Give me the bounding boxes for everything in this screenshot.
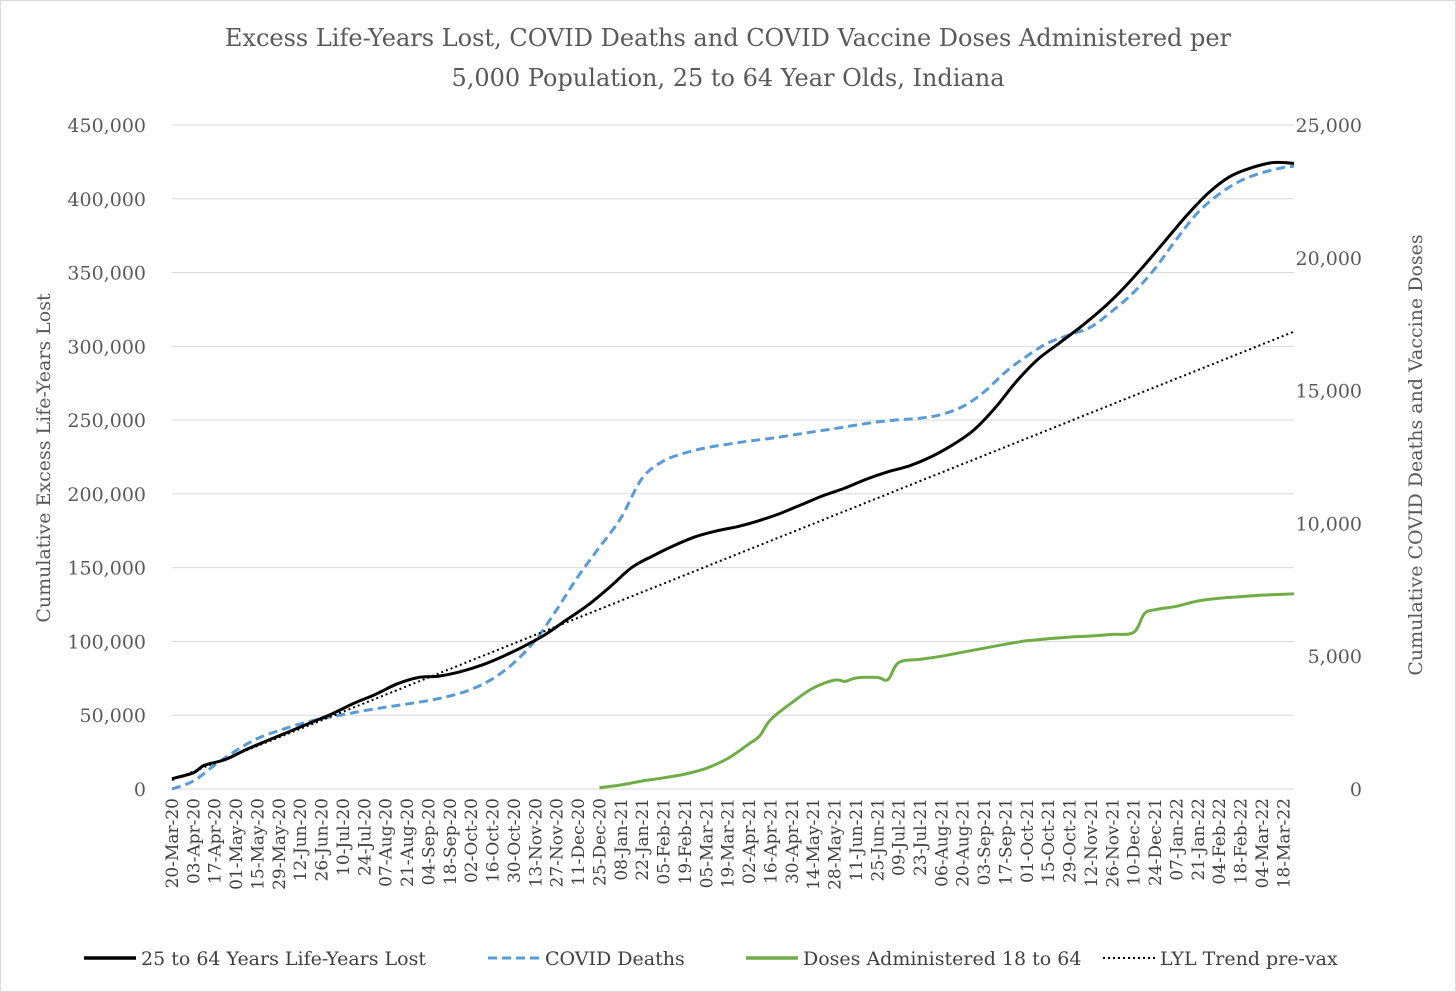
x-tick-label: 01-May-20 bbox=[227, 798, 247, 890]
x-tick-label: 12-Jun-20 bbox=[291, 798, 311, 881]
x-tick-label: 25-Jun-21 bbox=[868, 798, 888, 881]
series-lines bbox=[171, 160, 1295, 791]
gridlines bbox=[172, 124, 1294, 790]
legend-label: COVID Deaths bbox=[545, 948, 685, 970]
series-line-0 bbox=[171, 160, 1295, 781]
x-tick-label: 01-Oct-21 bbox=[1018, 798, 1038, 883]
x-tick-label: 24-Dec-21 bbox=[1146, 798, 1166, 886]
chart-title-line-1: Excess Life-Years Lost, COVID Deaths and… bbox=[225, 24, 1232, 52]
right-tick-label: 15,000 bbox=[1296, 381, 1362, 403]
x-tick-label: 15-Oct-21 bbox=[1039, 798, 1059, 883]
x-tick-label: 20-Aug-21 bbox=[954, 798, 974, 887]
x-tick-label: 19-Feb-21 bbox=[676, 798, 696, 885]
x-tick-label: 18-Mar-22 bbox=[1274, 798, 1294, 888]
x-tick-label: 19-Mar-21 bbox=[719, 798, 739, 888]
right-axis-title: Cumulative COVID Deaths and Vaccine Dose… bbox=[1405, 234, 1427, 675]
left-tick-label: 200,000 bbox=[67, 484, 146, 506]
x-tick-label: 05-Feb-21 bbox=[655, 798, 675, 885]
x-tick-label: 17-Apr-20 bbox=[206, 798, 226, 884]
series-line-2 bbox=[599, 592, 1295, 790]
left-tick-label: 0 bbox=[134, 779, 146, 801]
left-axis-title: Cumulative Excess Life-Years Lost bbox=[33, 293, 55, 623]
x-tick-label: 30-Apr-21 bbox=[783, 798, 803, 884]
right-tick-label: 20,000 bbox=[1296, 248, 1362, 270]
chart-title-line-2: 5,000 Population, 25 to 64 Year Olds, In… bbox=[451, 64, 1004, 92]
x-tick-label: 20-Mar-20 bbox=[163, 798, 183, 888]
right-tick-label: 25,000 bbox=[1296, 115, 1362, 137]
x-tick-label: 17-Sep-21 bbox=[996, 798, 1016, 885]
x-tick-label: 21-Jan-22 bbox=[1189, 798, 1209, 881]
x-tick-label: 15-May-20 bbox=[248, 798, 268, 890]
left-tick-label: 300,000 bbox=[67, 336, 146, 358]
x-tick-label: 24-Jul-20 bbox=[355, 798, 375, 876]
right-axis-tick-labels: 0 5,000 10,000 15,000 20,000 25,000 bbox=[1296, 115, 1362, 801]
x-tick-label: 16-Oct-20 bbox=[484, 798, 504, 883]
x-tick-label: 11-Jun-21 bbox=[847, 798, 867, 881]
x-axis-tick-labels: 20-Mar-20 03-Apr-20 17-Apr-20 01-May-20 15-M… bbox=[163, 798, 1294, 890]
x-tick-label: 05-Mar-21 bbox=[697, 798, 717, 888]
left-axis-tick-labels: 0 50,000 100,000 150,000 200,000 250,000 300,0… bbox=[67, 115, 146, 801]
right-tick-label: 5,000 bbox=[1308, 646, 1362, 668]
x-tick-label: 26-Jun-20 bbox=[313, 798, 333, 881]
left-tick-label: 150,000 bbox=[67, 558, 146, 580]
left-tick-label: 400,000 bbox=[67, 189, 146, 211]
x-tick-label: 26-Nov-21 bbox=[1103, 798, 1123, 887]
x-tick-label: 08-Jan-21 bbox=[612, 798, 632, 881]
x-tick-label: 14-May-21 bbox=[804, 798, 824, 890]
left-tick-label: 450,000 bbox=[67, 115, 146, 137]
x-tick-label: 23-Jul-21 bbox=[911, 798, 931, 876]
x-tick-label: 04-Sep-20 bbox=[419, 798, 439, 885]
x-tick-label: 30-Oct-20 bbox=[505, 798, 525, 883]
legend: 25 to 64 Years Life-Years Lost COVID Deat… bbox=[84, 948, 1338, 970]
x-tick-label: 12-Nov-21 bbox=[1082, 798, 1102, 887]
x-tick-label: 13-Nov-20 bbox=[526, 798, 546, 887]
x-tick-label: 27-Nov-20 bbox=[548, 798, 568, 887]
x-tick-label: 10-Dec-21 bbox=[1125, 798, 1145, 886]
x-tick-label: 29-Oct-21 bbox=[1061, 798, 1081, 883]
x-tick-label: 10-Jul-20 bbox=[334, 798, 354, 876]
series-line-3 bbox=[171, 330, 1295, 782]
x-tick-label: 07-Aug-20 bbox=[377, 798, 397, 887]
right-tick-label: 10,000 bbox=[1296, 513, 1362, 535]
left-tick-label: 250,000 bbox=[67, 410, 146, 432]
legend-label: 25 to 64 Years Life-Years Lost bbox=[141, 948, 426, 970]
left-tick-label: 50,000 bbox=[80, 705, 146, 727]
x-tick-label: 04-Mar-22 bbox=[1253, 798, 1273, 888]
x-tick-label: 09-Jul-21 bbox=[890, 798, 910, 876]
x-tick-label: 29-May-20 bbox=[270, 798, 290, 890]
x-tick-label: 03-Sep-21 bbox=[975, 798, 995, 885]
left-tick-label: 100,000 bbox=[67, 631, 146, 653]
x-tick-label: 02-Oct-20 bbox=[462, 798, 482, 883]
x-tick-label: 25-Dec-20 bbox=[590, 798, 610, 886]
x-tick-label: 18-Feb-22 bbox=[1232, 798, 1252, 885]
x-tick-label: 04-Feb-22 bbox=[1210, 798, 1230, 885]
x-tick-label: 11-Dec-20 bbox=[569, 798, 589, 886]
x-tick-label: 02-Apr-21 bbox=[740, 798, 760, 884]
series-line-1 bbox=[171, 164, 1295, 791]
legend-label: LYL Trend pre-vax bbox=[1160, 948, 1338, 970]
left-tick-label: 350,000 bbox=[67, 263, 146, 285]
x-tick-label: 16-Apr-21 bbox=[761, 798, 781, 884]
x-tick-label: 28-May-21 bbox=[826, 798, 846, 890]
right-tick-label: 0 bbox=[1350, 779, 1362, 801]
x-tick-label: 21-Aug-20 bbox=[398, 798, 418, 887]
x-tick-label: 07-Jan-22 bbox=[1167, 798, 1187, 881]
legend-label: Doses Administered 18 to 64 bbox=[803, 948, 1081, 970]
x-tick-label: 03-Apr-20 bbox=[184, 798, 204, 884]
x-tick-label: 22-Jan-21 bbox=[633, 798, 653, 881]
x-tick-label: 18-Sep-20 bbox=[441, 798, 461, 885]
x-tick-label: 06-Aug-21 bbox=[932, 798, 952, 887]
